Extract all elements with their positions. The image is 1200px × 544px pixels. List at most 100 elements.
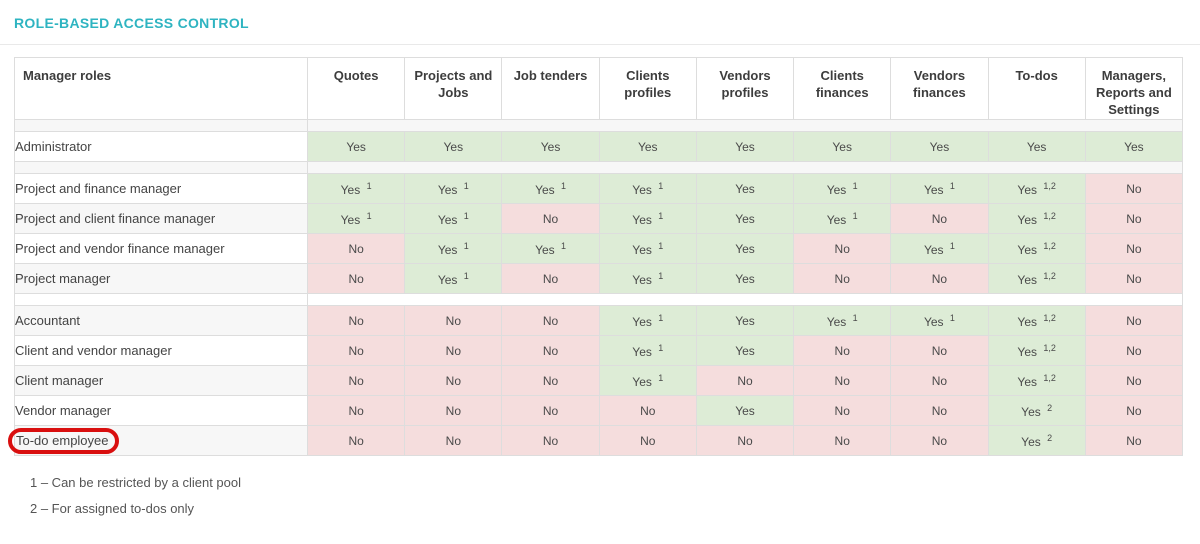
footnote-marker: 1,2 (1043, 180, 1056, 191)
footnote-marker: 1,2 (1043, 312, 1056, 323)
header-row: Manager roles Quotes Projects and Jobs Job … (14, 57, 1184, 120)
column-header: To-dos (987, 57, 1086, 120)
footnote-marker: 1 (852, 312, 858, 323)
footnote-marker: 1 (658, 240, 664, 251)
permission-cell-yes: Yes 1 (890, 305, 989, 336)
footnote-marker: 1,2 (1043, 210, 1056, 221)
permission-cell-yes: Yes 1 (598, 203, 697, 234)
permission-cell-yes: Yes 2 (987, 395, 1086, 426)
permission-cell-yes: Yes (695, 305, 795, 336)
permission-cell-yes: Yes 1,2 (987, 335, 1086, 366)
footnote-marker: 1 (658, 210, 664, 221)
role-name-cell: Project and finance manager (14, 173, 308, 204)
permission-cell-yes: Yes (1084, 131, 1184, 162)
permission-cell-no: No (404, 395, 503, 426)
permission-cell-no: No (1084, 203, 1184, 234)
spacer-row (14, 293, 1183, 306)
permission-cell-no: No (890, 335, 989, 366)
role-row: To-do employee No No No No No No No Yes 2 No (8, 425, 1184, 456)
footnote-marker: 1 (366, 210, 372, 221)
permission-cell-yes: Yes 1 (793, 173, 892, 204)
permission-cell-yes: Yes (987, 131, 1086, 162)
role-row: Administrator Yes Yes Yes Yes Yes Yes Yes Yes Yes (14, 131, 1184, 162)
footnote-marker: 1 (658, 180, 664, 191)
permission-cell-yes: Yes 1 (598, 335, 697, 366)
role-name-cell: Client and vendor manager (14, 335, 308, 366)
role-row: Client manager No No No Yes 1 No No No Yes 1,2 No (14, 365, 1184, 396)
permission-cell-no: No (501, 335, 600, 366)
column-header: Job tenders (501, 57, 600, 120)
permission-cell-no: No (1084, 305, 1184, 336)
spacer-row (14, 161, 1183, 174)
footnote-1: 1 – Can be restricted by a client pool (30, 475, 242, 490)
permission-cell-no: No (404, 335, 503, 366)
role-row: Client and vendor manager No No No Yes 1 Yes N… (14, 335, 1184, 366)
column-header-manager-roles: Manager roles (14, 57, 308, 120)
spacer-row (14, 119, 1183, 132)
role-name-cell: Project and vendor finance manager (14, 233, 308, 264)
spacer-cell (14, 293, 308, 306)
permission-cell-yes: Yes (404, 131, 503, 162)
footnote-marker: 1 (561, 240, 567, 251)
rbac-table-body: Administrator Yes Yes Yes Yes Yes Yes Yes Yes Yes… (8, 119, 1184, 456)
footnote-marker: 1,2 (1043, 342, 1056, 353)
role-name-cell: Vendor manager (14, 395, 308, 426)
footnote-marker: 1 (852, 180, 858, 191)
permission-cell-no: No (598, 425, 697, 456)
permission-cell-yes: Yes 1 (501, 173, 600, 204)
permission-cell-no: No (1084, 395, 1184, 426)
column-header: Clients profiles (598, 57, 697, 120)
permission-cell-no: No (306, 233, 406, 264)
role-row: Project manager No Yes 1 No Yes 1 Yes No No Yes … (14, 263, 1184, 294)
permission-cell-no: No (793, 233, 892, 264)
footnote-marker: 1 (949, 180, 955, 191)
role-name-cell: Administrator (14, 131, 308, 162)
permission-cell-no: No (501, 263, 600, 294)
permission-cell-no: No (1084, 335, 1184, 366)
permission-cell-no: No (1084, 173, 1184, 204)
footnote-marker: 1 (463, 180, 469, 191)
permission-cell-no: No (306, 425, 406, 456)
permission-cell-yes: Yes 1 (598, 173, 697, 204)
permission-cell-yes: Yes 1,2 (987, 305, 1086, 336)
permission-cell-yes: Yes 2 (987, 425, 1086, 456)
permission-cell-yes: Yes (890, 131, 989, 162)
permission-cell-yes: Yes 1,2 (987, 365, 1086, 396)
permission-cell-no: No (306, 365, 406, 396)
column-header: Managers, Reports and Settings (1084, 57, 1184, 120)
permission-cell-yes: Yes 1 (501, 233, 600, 264)
column-header: Projects and Jobs (404, 57, 503, 120)
permission-cell-yes: Yes 1 (890, 233, 989, 264)
todo-employee-highlight: To-do employee (8, 427, 119, 454)
role-row: Project and vendor finance manager No Yes … (14, 233, 1184, 264)
permission-cell-no: No (793, 263, 892, 294)
permission-cell-yes: Yes (695, 233, 795, 264)
footnote-marker: 1 (658, 270, 664, 281)
permission-cell-yes: Yes 1 (404, 233, 503, 264)
permission-cell-no: No (404, 425, 503, 456)
permission-cell-yes: Yes (695, 203, 795, 234)
footnote-marker: 1 (949, 240, 955, 251)
permission-cell-no: No (793, 365, 892, 396)
footnote-marker: 2 (1047, 402, 1053, 413)
permission-cell-no: No (1084, 425, 1184, 456)
permission-cell-yes: Yes 1 (306, 173, 406, 204)
permission-cell-yes: Yes (695, 131, 795, 162)
permission-cell-no: No (695, 425, 795, 456)
permission-cell-yes: Yes (598, 131, 697, 162)
permission-cell-no: No (501, 365, 600, 396)
permission-cell-yes: Yes 1 (598, 233, 697, 264)
page-title: ROLE-BASED ACCESS CONTROL (14, 15, 249, 31)
permission-cell-no: No (1084, 263, 1184, 294)
permission-cell-no: No (890, 425, 989, 456)
footnote-marker: 1 (463, 270, 469, 281)
role-name-cell: Project and client finance manager (14, 203, 308, 234)
role-name-cell: Accountant (14, 305, 308, 336)
permission-cell-yes: Yes 1 (404, 173, 503, 204)
permission-cell-no: No (501, 305, 600, 336)
permission-cell-yes: Yes 1 (598, 365, 697, 396)
permission-cell-yes: Yes (793, 131, 892, 162)
permission-cell-no: No (890, 203, 989, 234)
permission-cell-yes: Yes 1 (404, 263, 503, 294)
